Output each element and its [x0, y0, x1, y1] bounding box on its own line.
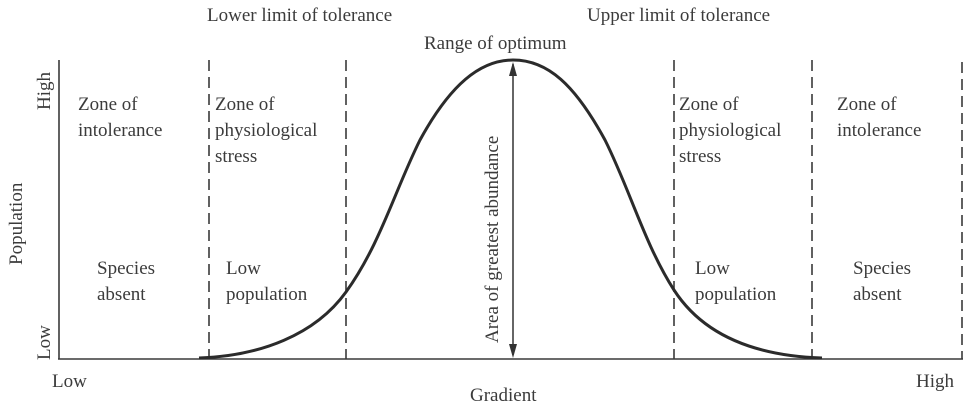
zone-desc-line: absent	[853, 284, 902, 305]
zone-stress-right-title: Zone of physiological stress	[679, 92, 781, 170]
x-axis-title: Gradient	[470, 385, 537, 406]
tolerance-curve	[198, 58, 823, 360]
zone-title-line: Zone of	[679, 94, 739, 115]
zone-title-line: Zone of	[78, 94, 138, 115]
zone-desc-line: population	[695, 284, 777, 305]
zone-title-line: stress	[679, 146, 722, 167]
upper-limit-label: Upper limit of tolerance	[587, 5, 771, 26]
y-axis-low-label: Low	[34, 325, 55, 360]
y-axis-high-label: High	[34, 72, 55, 110]
zone-title-line: Zone of	[837, 94, 897, 115]
zone-desc-line: Low	[695, 258, 730, 279]
zone-stress-left-title: Zone of physiological stress	[215, 92, 317, 170]
x-axis-high-label: High	[916, 371, 954, 392]
x-axis-low-label: Low	[52, 371, 87, 392]
zone-desc-line: population	[226, 284, 308, 305]
zone-title-line: stress	[215, 146, 258, 167]
lower-limit-label: Lower limit of tolerance	[207, 5, 393, 26]
zone-intolerance-right-desc: Species absent	[853, 256, 911, 308]
optimum-label: Range of optimum	[424, 33, 567, 54]
abundance-arrow-label: Area of greatest abundance	[482, 135, 503, 343]
zone-desc-line: Low	[226, 258, 261, 279]
zone-desc-line: absent	[97, 284, 146, 305]
arrowhead-up-icon	[509, 62, 517, 76]
zone-title-line: intolerance	[837, 120, 922, 141]
zone-title-line: physiological	[215, 120, 318, 141]
zone-desc-line: Species	[853, 258, 912, 279]
zone-stress-left-desc: Low population	[226, 256, 307, 308]
zone-intolerance-right-title: Zone of intolerance	[837, 92, 921, 144]
zone-intolerance-left-desc: Species absent	[97, 256, 155, 308]
arrowhead-down-icon	[509, 344, 517, 358]
zone-title-line: Zone of	[215, 94, 275, 115]
zone-title-line: intolerance	[78, 120, 163, 141]
zone-intolerance-left-title: Zone of intolerance	[78, 92, 162, 144]
y-axis-title: Population	[6, 182, 27, 265]
zone-title-line: physiological	[679, 120, 782, 141]
zone-stress-right-desc: Low population	[695, 256, 776, 308]
zone-desc-line: Species	[97, 258, 156, 279]
